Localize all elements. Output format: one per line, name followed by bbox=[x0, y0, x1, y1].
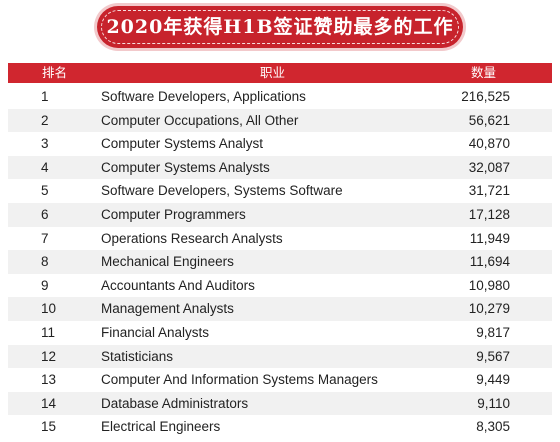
title-pill: 2020年获得H1B签证赞助最多的工作 bbox=[97, 6, 463, 48]
row-rank: 2 bbox=[41, 112, 49, 128]
table-row: 13 Computer And Information Systems Mana… bbox=[8, 368, 552, 392]
row-job: Computer Occupations, All Other bbox=[101, 112, 299, 128]
row-job: Computer Systems Analysts bbox=[101, 159, 270, 175]
row-job: Statisticians bbox=[101, 348, 174, 364]
table-row: 10 Management Analysts 10,279 bbox=[8, 297, 552, 321]
row-job: Database Administrators bbox=[101, 395, 249, 411]
table-header: 排名 职业 数量 bbox=[8, 63, 552, 83]
table-row: 7 Operations Research Analysts 11,949 bbox=[8, 227, 552, 251]
row-job: Electrical Engineers bbox=[101, 419, 221, 435]
header-job: 职业 bbox=[260, 66, 286, 80]
row-job: Computer Systems Analyst bbox=[101, 136, 264, 152]
row-job: Operations Research Analysts bbox=[101, 230, 283, 246]
header-count: 数量 bbox=[471, 66, 497, 80]
table-row: 6 Computer Programmers 17,128 bbox=[8, 202, 552, 227]
row-job: Software Developers, Applications bbox=[101, 89, 306, 104]
page-title: 2020年获得H1B签证赞助最多的工作 bbox=[106, 16, 454, 38]
row-count: 9,567 bbox=[476, 348, 510, 364]
row-count: 11,694 bbox=[469, 254, 510, 270]
row-count: 31,721 bbox=[468, 183, 510, 199]
row-count: 56,621 bbox=[468, 112, 510, 128]
row-job: Computer Programmers bbox=[101, 206, 246, 222]
row-rank: 3 bbox=[41, 136, 49, 152]
row-job: Accountants And Auditors bbox=[101, 277, 255, 293]
table-row: 9 Accountants And Auditors 10,980 bbox=[8, 274, 552, 298]
row-rank: 1 bbox=[41, 89, 49, 104]
row-rank: 12 bbox=[41, 348, 57, 364]
row-job: Management Analysts bbox=[101, 301, 234, 317]
row-rank: 14 bbox=[41, 395, 57, 411]
title-banner: 2020年获得H1B签证赞助最多的工作 bbox=[0, 0, 560, 58]
row-count: 17,128 bbox=[468, 206, 510, 222]
table-row: 8 Mechanical Engineers 11,694 bbox=[8, 250, 552, 274]
table-row: 15 Electrical Engineers 8,305 bbox=[8, 415, 552, 439]
row-rank: 9 bbox=[41, 277, 49, 293]
table-row: 3 Computer Systems Analyst 40,870 bbox=[8, 132, 552, 156]
table-row: 1 Software Developers, Applications 216,… bbox=[8, 85, 552, 109]
table-row: 11 Financial Analysts 9,817 bbox=[8, 321, 552, 345]
row-count: 9,817 bbox=[476, 324, 510, 340]
table-row: 14 Database Administrators 9,110 bbox=[8, 391, 552, 416]
table-row: 5 Software Developers, Systems Software … bbox=[8, 179, 552, 203]
table-body: 1 Software Developers, Applications 216,… bbox=[8, 85, 552, 439]
row-job: Software Developers, Systems Software bbox=[101, 183, 343, 199]
row-rank: 10 bbox=[41, 301, 57, 317]
row-job: Mechanical Engineers bbox=[101, 254, 234, 270]
row-job: Computer And Information Systems Manager… bbox=[101, 372, 378, 388]
row-rank: 4 bbox=[41, 159, 49, 175]
row-rank: 15 bbox=[41, 419, 57, 435]
row-count: 9,449 bbox=[476, 372, 510, 388]
row-count: 216,525 bbox=[461, 89, 510, 104]
row-rank: 7 bbox=[41, 230, 49, 246]
row-rank: 11 bbox=[41, 324, 56, 340]
row-count: 40,870 bbox=[468, 136, 510, 152]
table-row: 12 Statisticians 9,567 bbox=[8, 344, 552, 369]
row-count: 10,980 bbox=[468, 277, 510, 293]
header-rank: 排名 bbox=[42, 66, 68, 80]
row-count: 9,110 bbox=[477, 395, 510, 411]
row-rank: 5 bbox=[41, 183, 49, 199]
row-count: 32,087 bbox=[468, 159, 510, 175]
row-rank: 8 bbox=[41, 254, 49, 270]
row-rank: 6 bbox=[41, 206, 49, 222]
row-rank: 13 bbox=[41, 372, 57, 388]
table-row: 4 Computer Systems Analysts 32,087 bbox=[8, 155, 552, 180]
title-pill-border bbox=[101, 10, 459, 44]
row-count: 11,949 bbox=[469, 230, 510, 246]
row-count: 8,305 bbox=[476, 419, 510, 435]
table-row: 2 Computer Occupations, All Other 56,621 bbox=[8, 108, 552, 133]
row-job: Financial Analysts bbox=[101, 324, 210, 340]
row-count: 10,279 bbox=[468, 301, 510, 317]
